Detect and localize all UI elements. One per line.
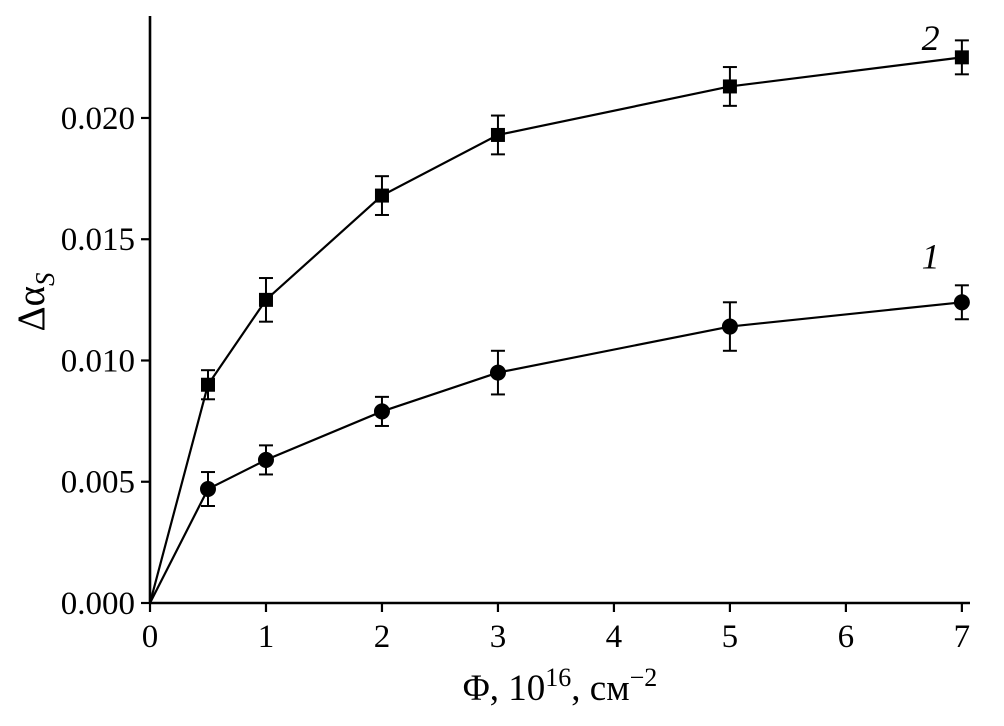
y-axis-label: ΔαS bbox=[10, 272, 60, 332]
series-1-marker bbox=[373, 403, 390, 420]
y-tick-label: 0.005 bbox=[61, 465, 135, 501]
x-tick-label: 7 bbox=[954, 619, 971, 655]
series-1-curve-label: 1 bbox=[922, 236, 940, 276]
series-1-marker bbox=[721, 318, 738, 335]
series-2-marker bbox=[490, 127, 505, 142]
series-1-marker bbox=[953, 294, 970, 311]
x-tick-label: 1 bbox=[258, 619, 275, 655]
series-1-marker bbox=[257, 451, 274, 468]
series-2-line bbox=[148, 56, 963, 604]
series-1-marker bbox=[489, 364, 506, 381]
y-tick-label: 0.000 bbox=[61, 586, 135, 622]
y-tick-label: 0.020 bbox=[61, 101, 135, 137]
y-tick-label: 0.015 bbox=[61, 222, 135, 258]
y-tick-label: 0.010 bbox=[61, 343, 135, 379]
series-2-curve-label: 2 bbox=[922, 18, 940, 58]
series-1-marker bbox=[199, 481, 216, 498]
series-2-marker bbox=[374, 188, 389, 203]
series-1-line bbox=[149, 301, 962, 604]
x-tick-label: 5 bbox=[722, 619, 739, 655]
series-2-marker bbox=[954, 50, 969, 65]
series-2-marker bbox=[258, 292, 273, 307]
x-tick-label: 2 bbox=[374, 619, 391, 655]
x-tick-label: 3 bbox=[490, 619, 507, 655]
x-tick-label: 6 bbox=[838, 619, 855, 655]
x-axis-label: Φ, 1016, см−2 bbox=[463, 663, 658, 709]
x-tick-label: 0 bbox=[142, 619, 159, 655]
series-2-marker bbox=[722, 79, 737, 94]
x-tick-label: 4 bbox=[606, 619, 623, 655]
series-2-marker bbox=[200, 377, 215, 392]
